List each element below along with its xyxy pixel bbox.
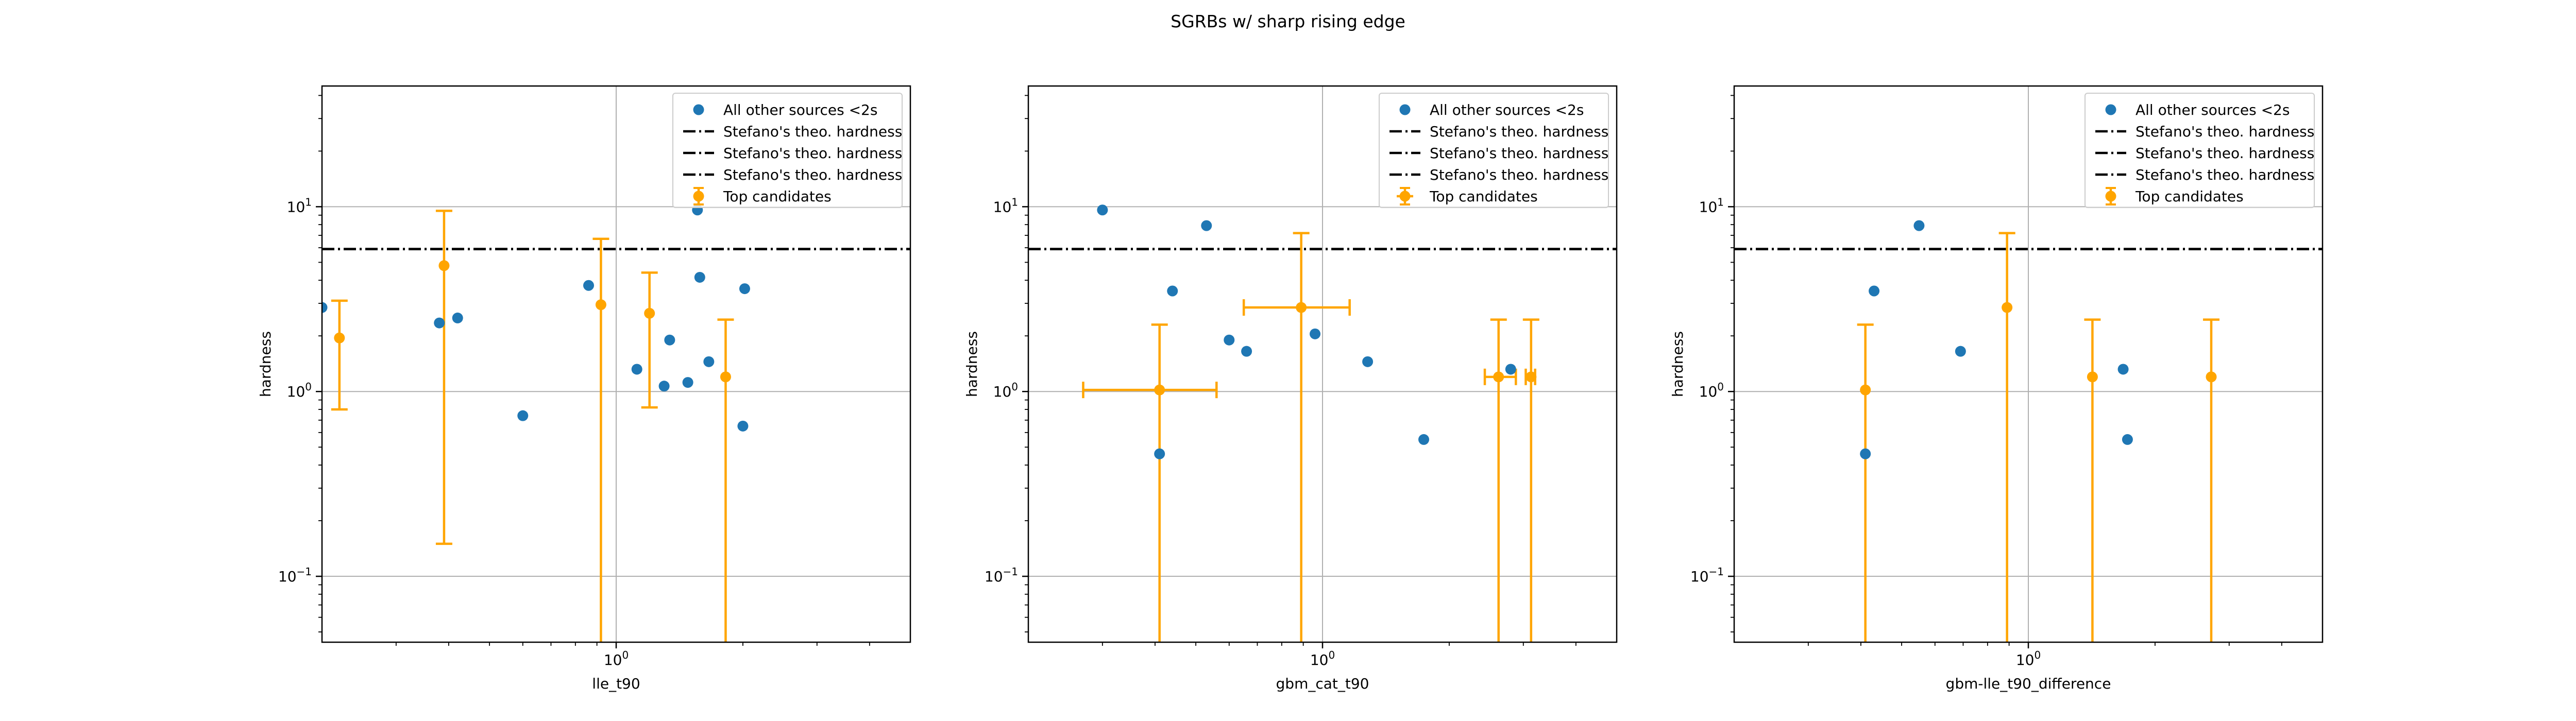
legend: All other sources <2s Stefano's theo. har…: [672, 93, 903, 208]
data-point-other: [2122, 434, 2133, 445]
data-point-candidate: [1860, 384, 1871, 396]
data-point-other: [452, 312, 463, 323]
data-point-other: [1201, 220, 1212, 231]
legend-marker-top: [1399, 191, 1411, 202]
plot-area: [322, 204, 910, 642]
legend-label: Stefano's theo. hardness: [723, 145, 902, 162]
y-tick-label: 10−1: [278, 565, 312, 585]
plot-area: [1734, 220, 2323, 642]
data-point-other: [434, 317, 445, 329]
y-tick-label: 10−1: [985, 565, 1018, 585]
data-point-other: [322, 302, 328, 313]
legend-label: Top candidates: [723, 188, 832, 205]
y-tick-label: 100: [1699, 381, 1724, 400]
data-point-other: [739, 283, 750, 295]
y-tick-label: 100: [287, 381, 312, 400]
data-point-other: [658, 381, 670, 392]
data-point-other: [1154, 448, 1165, 459]
data-point-candidate: [1526, 371, 1537, 383]
legend-marker-top: [2105, 191, 2116, 202]
y-tick-label: 101: [993, 196, 1018, 215]
legend-label: Stefano's theo. hardness: [1430, 166, 1608, 183]
legend-label: Top candidates: [1429, 188, 1538, 205]
x-axis-label: gbm_cat_t90: [1276, 675, 1369, 692]
legend-marker-others: [693, 104, 704, 115]
data-point-other: [583, 280, 594, 291]
x-tick-label: 100: [2016, 649, 2041, 668]
data-point-other: [737, 420, 749, 432]
legend: All other sources <2s Stefano's theo. har…: [1379, 93, 1609, 208]
data-point-other: [517, 410, 529, 421]
legend-label: All other sources <2s: [1430, 101, 1584, 118]
data-point-other: [703, 356, 715, 367]
x-axis-label: lle_t90: [592, 675, 640, 692]
data-point-candidate: [644, 307, 655, 319]
data-point-other: [1310, 328, 1321, 339]
y-tick-label: 100: [993, 381, 1018, 400]
data-point-other: [1418, 434, 1430, 445]
data-point-other: [2117, 364, 2129, 375]
legend-label: Stefano's theo. hardness: [1430, 123, 1608, 140]
data-point-candidate: [1493, 371, 1504, 383]
legend-marker-others: [1399, 104, 1411, 115]
data-point-other: [664, 334, 675, 346]
legend-marker-others: [2105, 104, 2116, 115]
legend-label: Stefano's theo. hardness: [2136, 145, 2314, 162]
x-axis-label: gbm-lle_t90_difference: [1946, 675, 2111, 692]
x-tick-label: 100: [604, 649, 629, 668]
legend-label: Stefano's theo. hardness: [1430, 145, 1608, 162]
data-point-other: [1362, 356, 1374, 367]
legend-marker-top: [693, 191, 704, 202]
legend-label: All other sources <2s: [2136, 101, 2290, 118]
y-tick-label: 101: [1699, 196, 1724, 215]
legend-label: Stefano's theo. hardness: [2136, 166, 2314, 183]
data-point-candidate: [1296, 302, 1307, 313]
data-point-candidate: [2087, 371, 2098, 383]
data-point-candidate: [334, 332, 345, 344]
legend-label: Stefano's theo. hardness: [2136, 123, 2314, 140]
data-point-other: [1869, 285, 1880, 297]
figure-title: SGRBs w/ sharp rising edge: [1171, 11, 1405, 31]
chart-panel-2: 10−1 100 101 100 gbm_cat_t90 hardness All othe…: [963, 85, 1618, 692]
legend-label: Stefano's theo. hardness: [723, 166, 902, 183]
data-point-candidate: [438, 260, 450, 271]
data-point-candidate: [2002, 302, 2013, 313]
legend-label: All other sources <2s: [723, 101, 877, 118]
data-point-other: [1505, 364, 1516, 375]
data-point-other: [1097, 204, 1108, 216]
data-point-candidate: [1154, 384, 1165, 396]
y-tick-label: 10−1: [1690, 565, 1724, 585]
data-point-other: [1167, 285, 1178, 297]
data-point-other: [694, 271, 705, 283]
legend-box: [1379, 93, 1609, 208]
plot-area: [1028, 204, 1617, 642]
y-tick-label: 101: [287, 196, 312, 215]
chart-panel-3: 10−1 100 101 100 gbm-lle_t90_difference hardn…: [1669, 85, 2324, 692]
data-point-other: [1860, 448, 1871, 459]
legend-box: [2084, 93, 2315, 208]
y-axis-label: hardness: [257, 331, 274, 397]
legend-box: [672, 93, 903, 208]
chart-panel-1: 10−1 100 101 100 lle_t90 hardness All other so…: [257, 85, 911, 692]
data-point-candidate: [720, 371, 731, 383]
legend: All other sources <2s Stefano's theo. har…: [2084, 93, 2315, 208]
data-point-candidate: [2206, 371, 2217, 383]
data-point-other: [1224, 334, 1235, 346]
data-point-other: [1955, 346, 1966, 357]
data-point-other: [1241, 346, 1252, 357]
y-axis-label: hardness: [1669, 331, 1686, 397]
legend-label: Stefano's theo. hardness: [723, 123, 902, 140]
data-point-other: [682, 377, 693, 388]
y-axis-label: hardness: [963, 331, 980, 397]
data-point-other: [1913, 220, 1925, 231]
x-tick-label: 100: [1310, 649, 1335, 668]
data-point-candidate: [595, 299, 606, 311]
legend-label: Top candidates: [2135, 188, 2244, 205]
data-point-other: [631, 364, 642, 375]
